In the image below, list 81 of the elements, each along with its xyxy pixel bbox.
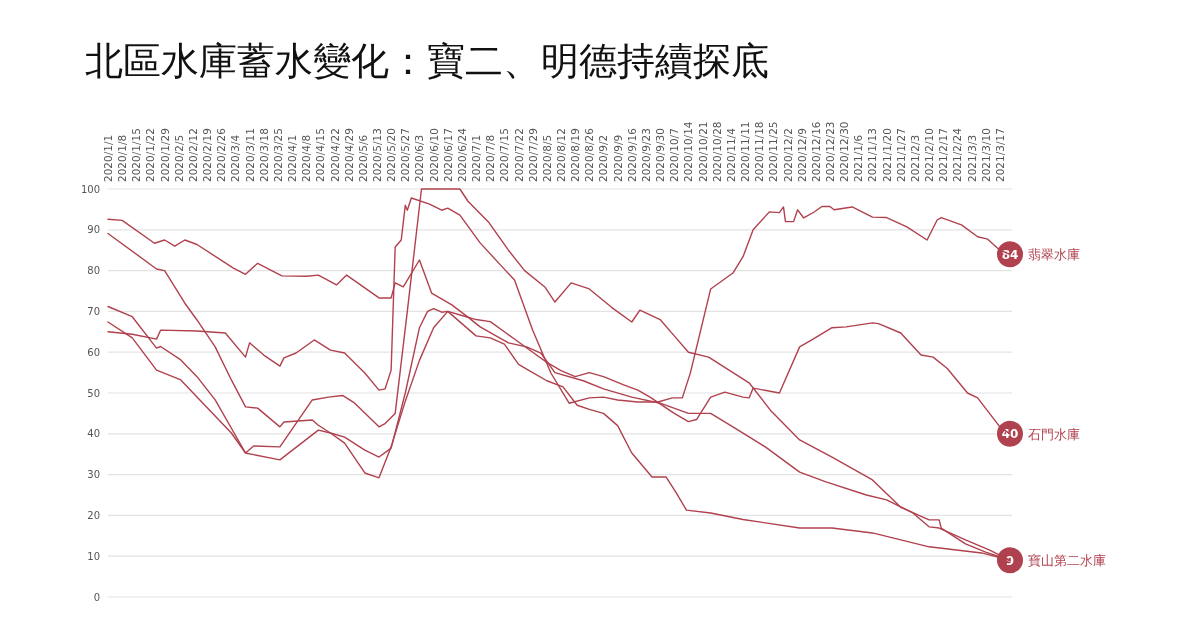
x-tick-label: 2020/1/15 xyxy=(130,128,143,182)
x-tick-label: 2020/11/4 xyxy=(724,127,737,182)
x-tick-label: 2020/4/29 xyxy=(342,128,355,182)
x-tick-label: 2020/3/18 xyxy=(257,128,270,182)
x-tick-label: 2020/1/22 xyxy=(144,128,157,182)
x-tick-label: 2020/3/4 xyxy=(229,134,242,182)
x-tick-label: 2020/6/10 xyxy=(427,128,440,182)
x-tick-label: 2021/2/10 xyxy=(923,128,936,182)
y-tick-label: 10 xyxy=(87,550,100,562)
x-tick-label: 2020/8/5 xyxy=(540,134,553,182)
x-tick-label: 2021/1/20 xyxy=(880,128,893,182)
series-label: 石門水庫 xyxy=(1027,426,1080,442)
x-tick-label: 2021/3/3 xyxy=(965,134,978,182)
x-tick-label: 2020/6/24 xyxy=(455,127,468,182)
x-tick-label: 2020/12/30 xyxy=(838,121,851,182)
x-tick-label: 2020/4/15 xyxy=(314,128,327,182)
x-tick-label: 2020/10/28 xyxy=(710,121,723,182)
y-tick-label: 90 xyxy=(87,224,100,236)
x-tick-label: 2021/2/3 xyxy=(908,134,921,182)
x-tick-label: 2021/1/13 xyxy=(866,128,879,182)
x-tick-label: 2020/3/11 xyxy=(243,128,256,182)
x-tick-label: 2021/2/24 xyxy=(951,127,964,182)
y-tick-label: 30 xyxy=(87,469,100,481)
chart-title: 北區水庫蓄水變化：寶二、明德持續探底 xyxy=(85,39,769,83)
x-tick-label: 2020/9/2 xyxy=(597,134,610,182)
x-tick-label: 2020/2/19 xyxy=(201,128,214,182)
data-label: 40 xyxy=(1001,427,1019,442)
y-tick-label: 60 xyxy=(87,346,100,358)
y-tick-label: 70 xyxy=(87,305,100,317)
x-tick-label: 2020/6/3 xyxy=(413,134,426,182)
x-tick-label: 2020/12/2 xyxy=(781,128,794,182)
x-tick-label: 2020/4/1 xyxy=(286,134,299,182)
x-tick-label: 2020/11/25 xyxy=(767,121,780,182)
y-tick-label: 80 xyxy=(87,265,100,277)
y-tick-label: 100 xyxy=(80,183,100,195)
x-tick-label: 2020/8/19 xyxy=(569,128,582,182)
x-tick-label: 2020/1/1 xyxy=(102,134,114,182)
x-tick-label: 2020/1/8 xyxy=(116,134,129,182)
x-tick-label: 2020/2/12 xyxy=(186,128,199,182)
x-tick-label: 2020/10/14 xyxy=(682,121,695,182)
x-tick-label: 2020/7/1 xyxy=(470,134,483,182)
y-tick-label: 40 xyxy=(87,428,100,440)
x-tick-label: 2020/11/11 xyxy=(739,121,752,182)
x-tick-label: 2020/10/21 xyxy=(696,121,709,182)
x-tick-label: 2020/6/17 xyxy=(441,128,454,182)
y-tick-label: 20 xyxy=(87,509,100,521)
x-tick-label: 2020/8/12 xyxy=(555,128,568,182)
x-tick-label: 2020/8/26 xyxy=(583,127,596,182)
x-tick-label: 2020/5/13 xyxy=(370,128,383,182)
x-tick-label: 2021/1/6 xyxy=(852,134,865,182)
x-tick-label: 2021/1/27 xyxy=(894,128,907,182)
x-tick-label: 2020/5/27 xyxy=(399,128,412,182)
x-tick-label: 2020/1/29 xyxy=(158,128,171,182)
x-tick-label: 2020/7/29 xyxy=(526,128,539,182)
x-tick-label: 2020/7/8 xyxy=(484,134,497,182)
x-tick-label: 2020/7/15 xyxy=(498,128,511,182)
x-tick-label: 2020/11/18 xyxy=(753,121,766,182)
x-tick-label: 2020/5/6 xyxy=(356,134,369,182)
x-tick-label: 2020/4/22 xyxy=(328,128,341,182)
x-tick-label: 2021/2/17 xyxy=(937,128,950,182)
data-label: 84 xyxy=(1001,247,1019,262)
x-tick-label: 2020/12/16 xyxy=(809,121,822,182)
y-tick-label: 0 xyxy=(93,591,100,603)
x-tick-label: 2020/12/23 xyxy=(823,121,836,182)
x-tick-label: 2020/12/9 xyxy=(795,128,808,182)
x-tick-label: 2020/2/26 xyxy=(215,127,228,182)
x-tick-label: 2020/9/23 xyxy=(639,128,652,182)
x-tick-label: 2020/5/20 xyxy=(385,128,398,182)
x-tick-label: 2021/3/17 xyxy=(993,128,1006,182)
x-tick-label: 2020/7/22 xyxy=(512,128,525,182)
x-tick-label: 2020/2/5 xyxy=(172,134,185,182)
x-tick-label: 2020/4/8 xyxy=(300,134,313,182)
series-label: 寶山第二水庫 xyxy=(1027,553,1106,569)
x-tick-label: 2020/9/30 xyxy=(654,128,667,182)
x-tick-label: 2020/3/25 xyxy=(271,128,284,182)
x-tick-label: 2021/3/10 xyxy=(979,128,992,182)
x-tick-label: 2020/9/9 xyxy=(611,134,624,182)
x-tick-label: 2020/10/7 xyxy=(668,128,681,182)
x-tick-label: 2020/9/16 xyxy=(625,127,638,182)
y-tick-label: 50 xyxy=(87,387,100,399)
series-label: 翡翠水庫 xyxy=(1027,247,1080,263)
